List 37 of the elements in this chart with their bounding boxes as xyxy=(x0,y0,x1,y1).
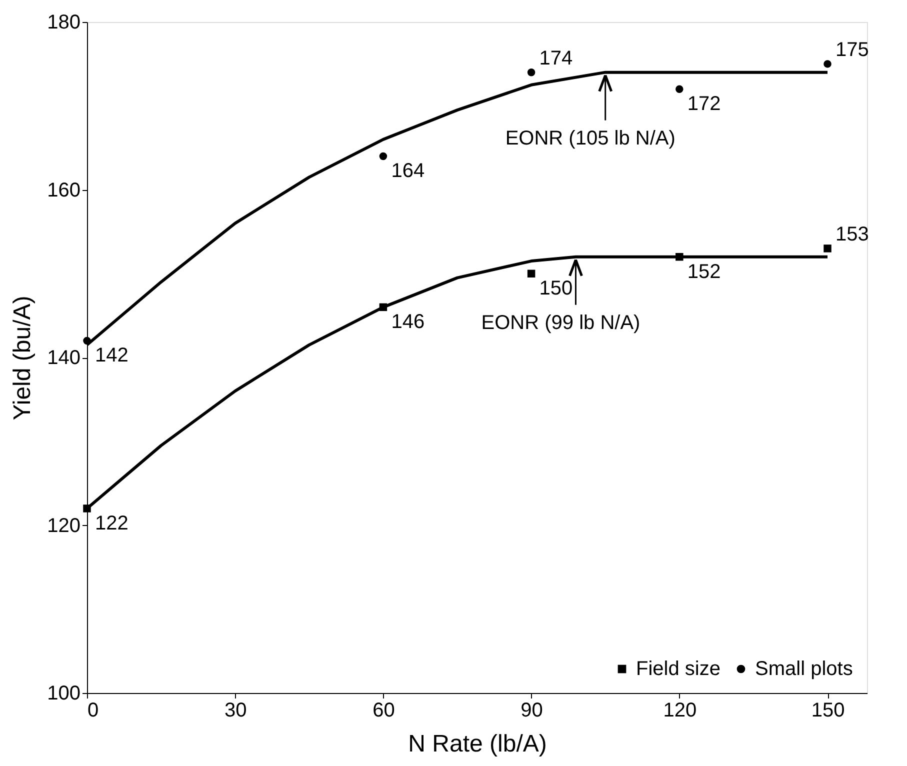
point xyxy=(824,244,832,252)
point xyxy=(83,336,91,345)
data-label: 174 xyxy=(539,47,573,70)
data-label: 122 xyxy=(95,512,128,534)
point xyxy=(527,270,536,278)
y-axis-title: Yield (bu/A) xyxy=(9,296,36,420)
data-label: 150 xyxy=(539,278,573,300)
y-tick-label: 180 xyxy=(47,12,80,34)
y-tick-label: 160 xyxy=(47,179,80,202)
annotation: EONR (99 lb N/A) xyxy=(481,312,640,334)
x-tick-label: 90 xyxy=(520,700,543,722)
x-tick-label: 30 xyxy=(224,700,247,722)
point xyxy=(824,60,832,68)
point xyxy=(676,252,684,261)
x-tick-label: 0 xyxy=(88,700,99,722)
data-label: 146 xyxy=(391,311,425,334)
data-label: 142 xyxy=(95,344,128,367)
point xyxy=(527,68,536,76)
y-tick-label: 100 xyxy=(47,682,80,704)
data-label: 153 xyxy=(836,223,869,246)
data-label: 152 xyxy=(687,260,721,283)
legend-label: Small plots xyxy=(755,658,853,680)
point xyxy=(676,85,684,93)
data-label: 175 xyxy=(836,38,869,61)
x-axis-title: N Rate (lb/A) xyxy=(408,730,547,758)
data-label: 164 xyxy=(391,160,425,182)
y-tick-label: 140 xyxy=(47,347,80,369)
annotation: EONR (105 lb N/A) xyxy=(505,127,676,150)
y-tick-label: 120 xyxy=(47,514,80,537)
point xyxy=(379,152,388,160)
point xyxy=(83,504,91,512)
point xyxy=(379,303,388,312)
x-tick-label: 60 xyxy=(372,700,395,722)
x-tick-label: 120 xyxy=(663,700,697,722)
data-label: 172 xyxy=(687,93,721,116)
x-tick-label: 150 xyxy=(811,700,845,722)
legend-label: Field size xyxy=(636,658,720,680)
